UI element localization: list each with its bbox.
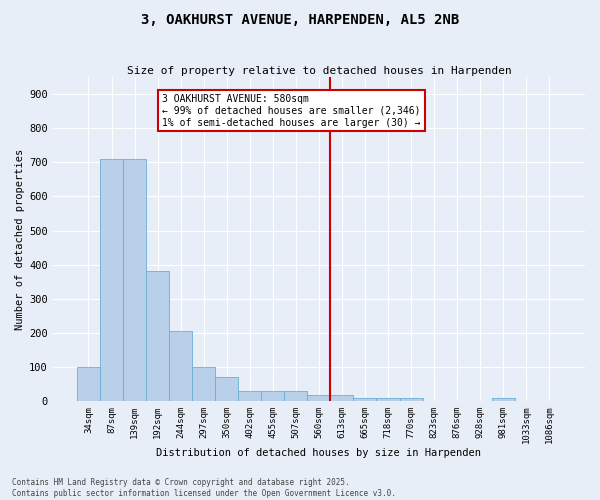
Bar [491,398,515,401]
Bar [77,367,100,401]
Bar [284,390,307,401]
Y-axis label: Number of detached properties: Number of detached properties [15,148,25,330]
Bar [215,377,238,401]
Text: 3 OAKHURST AVENUE: 580sqm
← 99% of detached houses are smaller (2,346)
1% of sem: 3 OAKHURST AVENUE: 580sqm ← 99% of detac… [162,94,421,128]
Bar [261,390,284,401]
Bar [400,398,422,401]
Text: Contains HM Land Registry data © Crown copyright and database right 2025.
Contai: Contains HM Land Registry data © Crown c… [12,478,396,498]
Bar [169,331,192,401]
Bar [192,367,215,401]
Bar [307,395,331,401]
Bar [123,159,146,401]
Text: 3, OAKHURST AVENUE, HARPENDEN, AL5 2NB: 3, OAKHURST AVENUE, HARPENDEN, AL5 2NB [141,12,459,26]
Bar [331,395,353,401]
X-axis label: Distribution of detached houses by size in Harpenden: Distribution of detached houses by size … [157,448,481,458]
Title: Size of property relative to detached houses in Harpenden: Size of property relative to detached ho… [127,66,511,76]
Bar [238,390,261,401]
Bar [353,398,376,401]
Bar [376,398,400,401]
Bar [100,159,123,401]
Bar [146,272,169,401]
